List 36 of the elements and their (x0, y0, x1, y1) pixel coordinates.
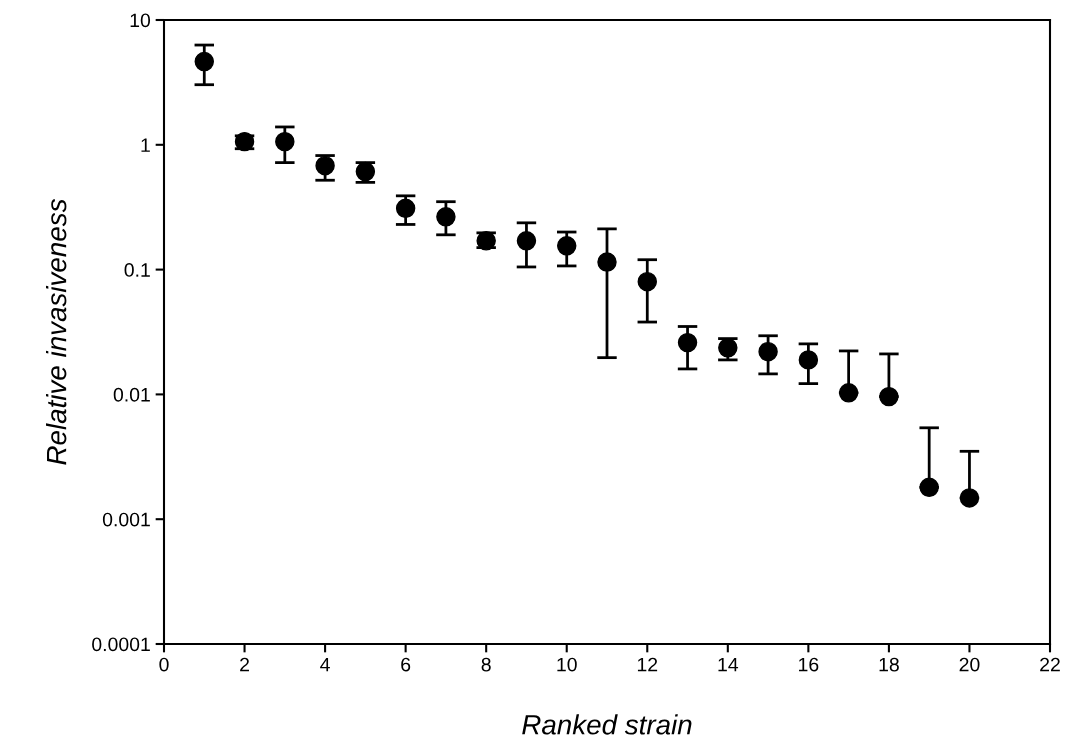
x-tick-label: 10 (557, 657, 577, 672)
point (919, 477, 939, 498)
y-tick-label: 1 (141, 138, 150, 152)
point (194, 51, 214, 72)
point (275, 131, 295, 152)
point (557, 236, 577, 256)
x-tick-label: 18 (879, 657, 899, 672)
x-tick-label: 22 (1040, 657, 1060, 672)
y-axis-title: Relative invasiveness (46, 199, 67, 465)
x-axis-title: Ranked strain (522, 714, 692, 735)
x-tick-label: 8 (481, 657, 491, 672)
y-tick-label: 0.01 (113, 387, 150, 402)
point (315, 155, 335, 176)
x-tick-label: 2 (240, 657, 249, 672)
x-tick-label: 14 (718, 657, 739, 672)
x-tick-label: 20 (959, 657, 980, 672)
x-tick-label: 6 (401, 657, 411, 672)
point (959, 488, 980, 508)
x-tick-label: 0 (159, 657, 169, 672)
point (838, 383, 859, 403)
point (798, 350, 819, 370)
y-tick-label: 0.001 (102, 512, 150, 527)
x-tick-label: 12 (637, 657, 658, 672)
point (637, 271, 657, 292)
point (516, 231, 537, 251)
point (758, 341, 778, 362)
point (597, 252, 617, 272)
x-tick-label: 4 (320, 657, 330, 672)
point (436, 207, 456, 227)
x-tick-label: 16 (799, 657, 819, 672)
y-tick-label: 0.0001 (92, 637, 150, 652)
point (677, 332, 698, 353)
y-tick-label: 0.1 (124, 263, 150, 277)
point (879, 386, 899, 407)
point (395, 198, 416, 219)
y-tick-label: 10 (130, 13, 151, 28)
